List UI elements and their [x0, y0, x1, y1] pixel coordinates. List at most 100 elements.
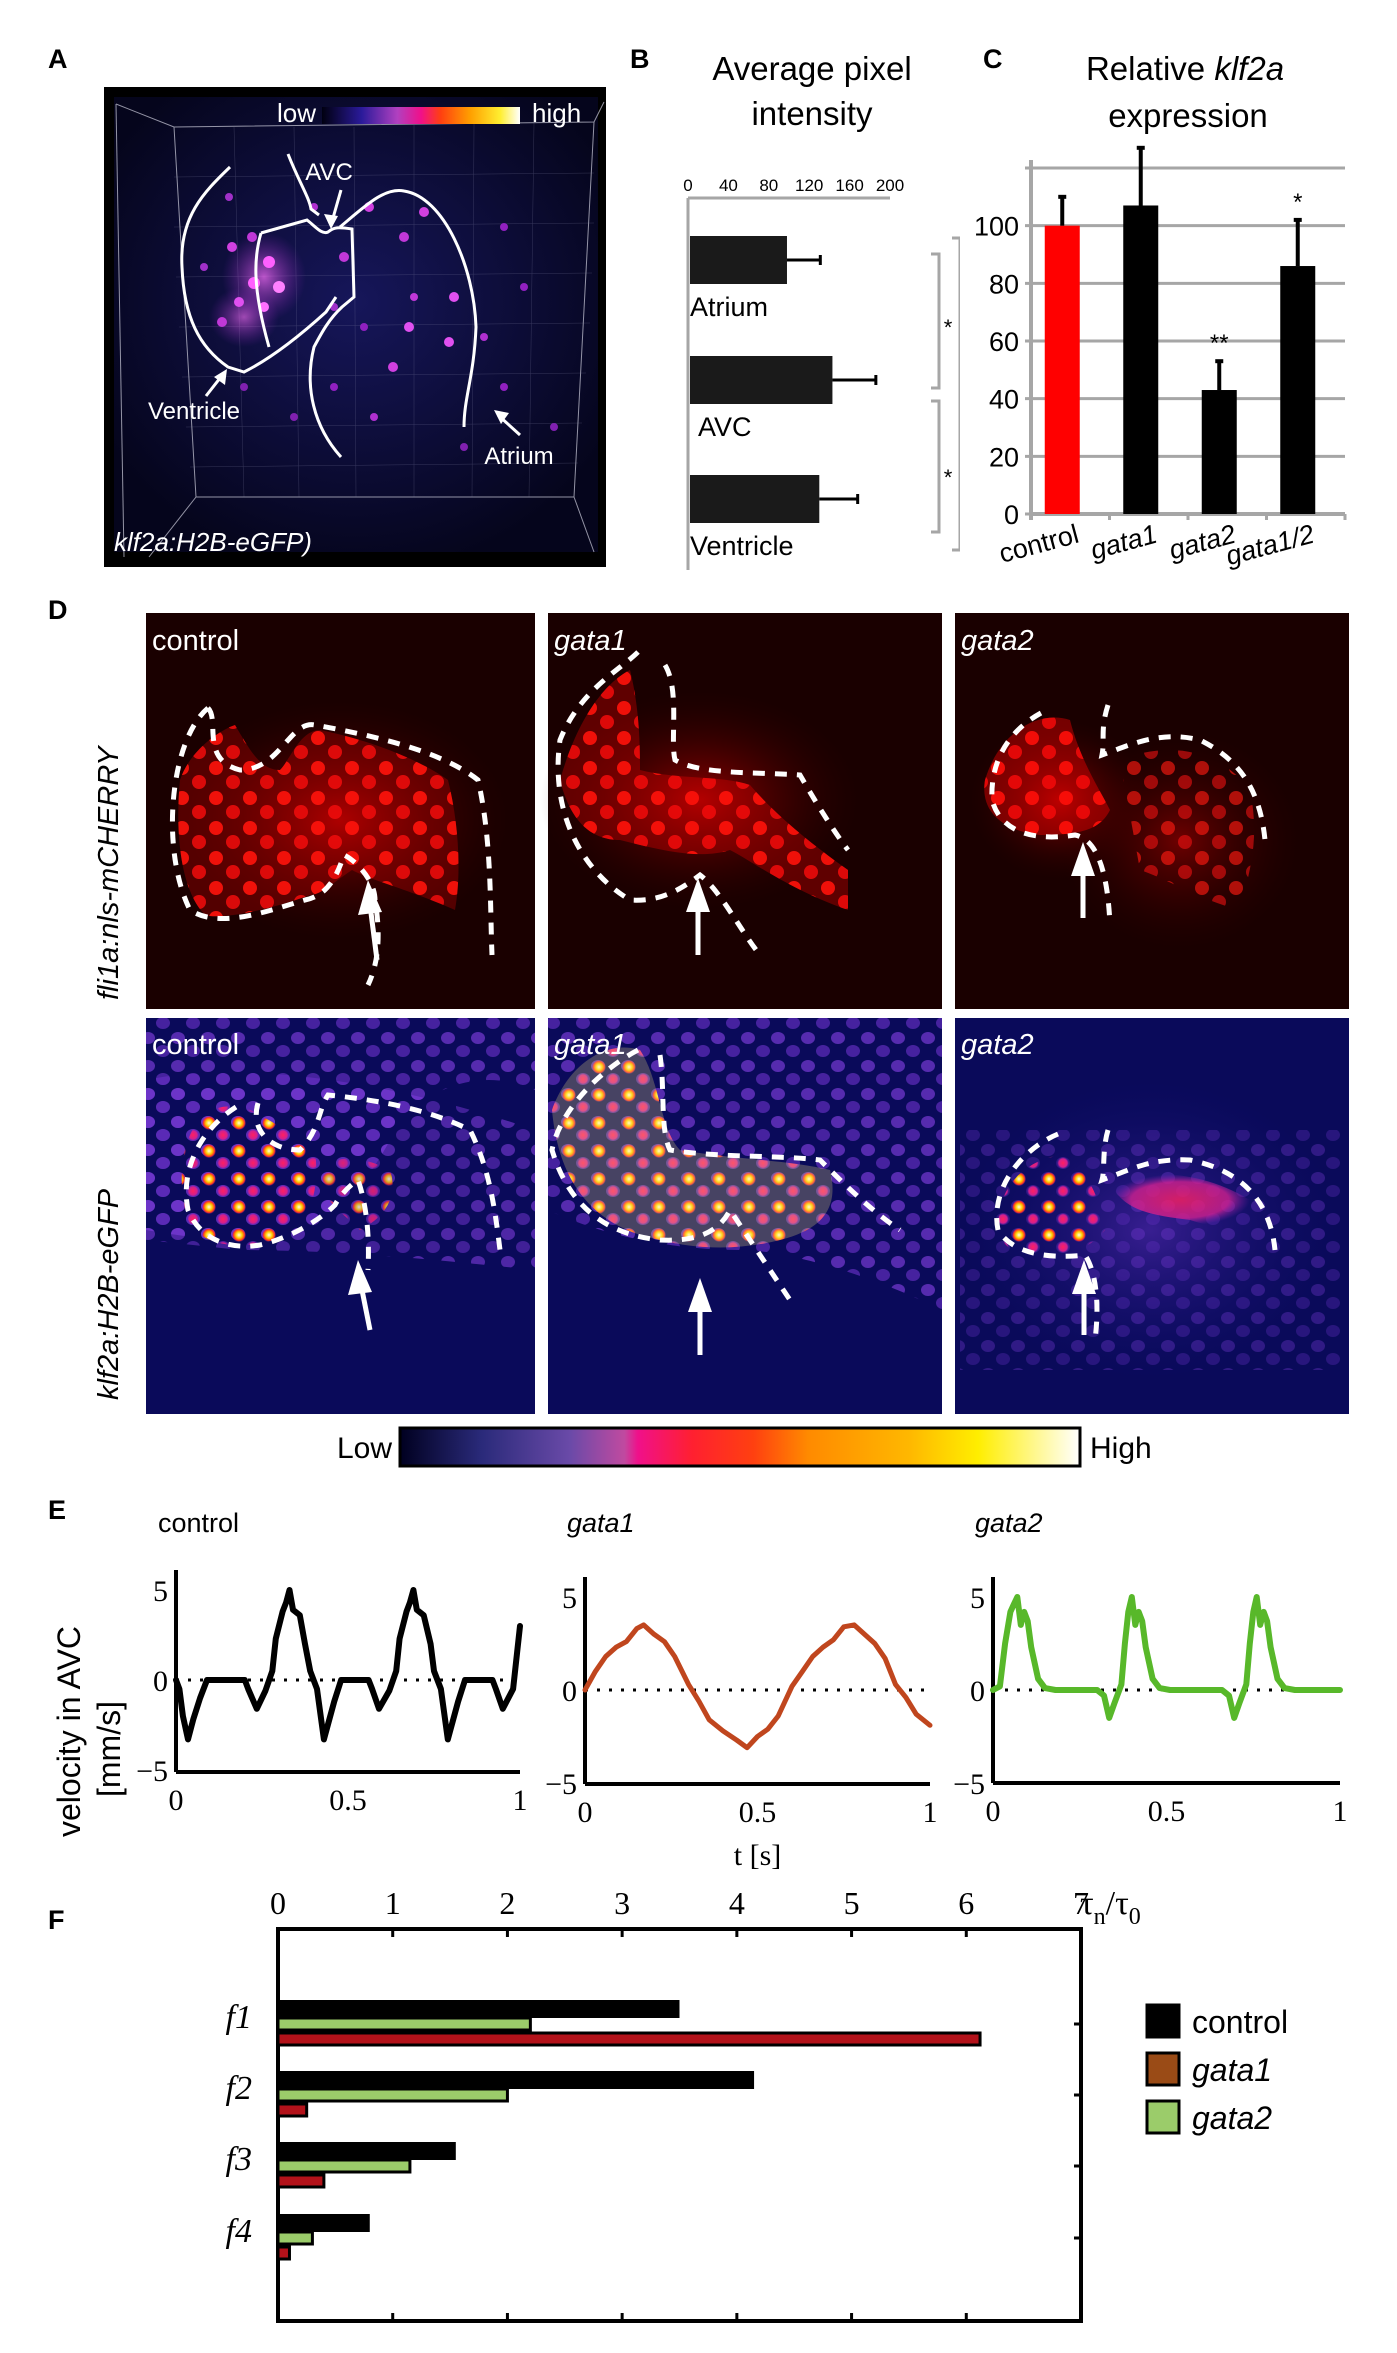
panel-d-image-egfp-control: control [146, 1018, 535, 1414]
panel-b-xtick-label: 160 [835, 176, 863, 195]
panel-f-bar-control-f3 [278, 2142, 456, 2160]
panel-e-series-line-gata2 [990, 1594, 1343, 1721]
panel-f-xtick-label: 2 [499, 1885, 515, 1921]
panel-c-title-line2: expression [1108, 97, 1268, 134]
panel-d-colorbar: Low High [337, 1426, 1152, 1468]
panel-c-title-gene: klf2a [1214, 50, 1284, 87]
panel-f-category-label: f2 [226, 2070, 252, 2107]
panel-f-bar-gata1-f4 [276, 2245, 291, 2261]
panel-d-image-mcherry-gata2: gata2 [955, 613, 1349, 1009]
colorbar-gradient [398, 1426, 1082, 1468]
panel-e-xtick-label: 1 [923, 1796, 938, 1829]
panel-d-col-label-control-top: control [152, 625, 239, 657]
panel-f-bar-gata2-f2 [276, 2087, 509, 2103]
panel-d-row-label-egfp: klf2a:H2B-eGFP [93, 1188, 125, 1400]
panel-f-xtick-label: 6 [958, 1885, 974, 1921]
panel-c-bar-gata2 [1201, 390, 1237, 514]
panel-d-row-label-2: klf2a:H2B-eGFP [93, 1188, 125, 1400]
panel-b-sig-mark: * [944, 465, 953, 490]
panel-d-row-label-1: fli1a:nls-mCHERRY [93, 744, 125, 1000]
panel-f-xlabel-sub-0: 0 [1129, 1904, 1141, 1930]
panel-e-ytick-label: −5 [136, 1755, 168, 1788]
panel-a-label-avc: AVC [305, 159, 353, 186]
colorbar-high-label: High [1090, 1432, 1152, 1465]
panel-a-3d-render: low high AVC Ventricle Atrium klf2a:H2B-… [104, 87, 606, 567]
panel-d-row-label-mcherry: fli1a:nls-mCHERRY [93, 744, 125, 1000]
panel-d-image-egfp-gata2: gata2 [955, 1018, 1349, 1414]
panel-f-label: F [48, 1905, 65, 1935]
panel-f-xtick-label: 0 [270, 1885, 286, 1921]
panel-e-xtick-label: 0.5 [739, 1796, 777, 1829]
panel-b-category-label: Atrium [690, 292, 768, 322]
panel-e-xtick-label: 0 [578, 1796, 593, 1829]
panel-b-xtick-label: 120 [795, 176, 823, 195]
colorbar-low-label: Low [337, 1432, 392, 1465]
panel-f-bar-control-f1 [278, 2000, 680, 2018]
panel-c-ytick-label: 20 [989, 442, 1019, 472]
panel-d-image-mcherry-gata1: gata1 [540, 613, 942, 1009]
panel-e-ytick-label: 5 [562, 1582, 577, 1615]
panel-e-subplot-title: control [158, 1508, 239, 1538]
panel-f-category-label: f4 [226, 2213, 252, 2250]
panel-f-xlabel-sub-n: n [1094, 1904, 1106, 1930]
panel-f-legend-swatch-control [1145, 2003, 1181, 2039]
panel-f-bar-gata1-f2 [276, 2102, 309, 2118]
panel-b-sig-bracket-avc-ventricle [931, 399, 941, 534]
panel-e-xtick-label: 0 [986, 1795, 1001, 1828]
panel-f-xtick-label: 1 [385, 1885, 401, 1921]
panel-d-image-egfp-gata1: gata1 [548, 1018, 942, 1414]
panel-a-region-outlines [180, 153, 478, 459]
panel-d-col-label-gata1-top: gata1 [554, 625, 627, 657]
panel-e-subplot-title: gata2 [975, 1508, 1043, 1538]
panel-f-bar-gata2-f4 [276, 2230, 314, 2246]
panel-f-plot-frame [276, 1927, 1083, 2323]
panel-e-xlabel: t [s] [734, 1839, 782, 1872]
panel-b-xtick-label: 0 [683, 176, 692, 195]
panel-a-colorbar-low: low [277, 98, 316, 128]
panel-e-ytick-label: 0 [562, 1675, 577, 1708]
panel-f-bar-control-f2 [278, 2071, 755, 2089]
panel-b-xtick-label: 200 [876, 176, 904, 195]
panel-c-ytick-label: 60 [989, 327, 1019, 357]
panel-f-legend-label-gata1: gata1 [1192, 2052, 1272, 2088]
panel-f-bar-control-f4 [278, 2214, 370, 2232]
panel-f-xlabel-sep: / [1106, 1885, 1116, 1922]
panel-e-ytick-label: −5 [545, 1768, 577, 1801]
panel-f-legend-label-control: control [1192, 2004, 1288, 2040]
panel-f-xtick-label: 7 [1073, 1885, 1089, 1921]
panel-d-col-label-gata1-bottom: gata1 [554, 1029, 627, 1061]
panel-c-bar-gata1-2 [1280, 266, 1316, 514]
panel-d-col-label-control-bottom: control [152, 1029, 239, 1061]
panel-e-ylabel-line1: velocity in AVC [51, 1626, 87, 1837]
panel-b-category-label: Ventricle [690, 531, 794, 561]
panel-c-ytick-label: 0 [1004, 500, 1019, 530]
panel-e-ytick-label: 0 [970, 1675, 985, 1708]
panel-e-ylabel-line2: [mm/s] [91, 1701, 127, 1797]
panel-a-3d-box [115, 101, 605, 558]
panel-c-bar-gata1 [1123, 205, 1159, 514]
panel-d-label: D [48, 595, 68, 625]
panel-a-grid [173, 122, 595, 498]
panel-e-ylabel: velocity in AVC [mm/s] [51, 1626, 127, 1837]
panel-e-subplot-title: gata1 [567, 1508, 635, 1538]
panel-e-xtick-label: 0 [169, 1784, 184, 1817]
panel-f-xtick-label: 4 [729, 1885, 745, 1921]
panel-c-xtick-label: gata1/2 [1223, 519, 1318, 571]
panel-f-category-label: f3 [226, 2141, 252, 2178]
panel-f-bar-gata2-f3 [276, 2158, 412, 2174]
panel-f-xlabel: τn/τ0 [1080, 1885, 1141, 1930]
panel-b-sig-bracket-atrium-avc [931, 252, 941, 390]
panel-f-xtick-label: 3 [614, 1885, 630, 1921]
panel-f-legend-label-gata2: gata2 [1192, 2100, 1272, 2136]
panel-a-label-ventricle: Ventricle [148, 398, 240, 425]
panel-d-col-label-gata2-bottom: gata2 [961, 1029, 1034, 1061]
panel-d-image-mcherry-control: control [146, 613, 535, 1009]
panel-c-ytick-label: 40 [989, 385, 1019, 415]
panel-a-colorbar [322, 107, 520, 124]
panel-c-label: C [983, 44, 1003, 74]
panel-c-ytick-label: 80 [989, 269, 1019, 299]
